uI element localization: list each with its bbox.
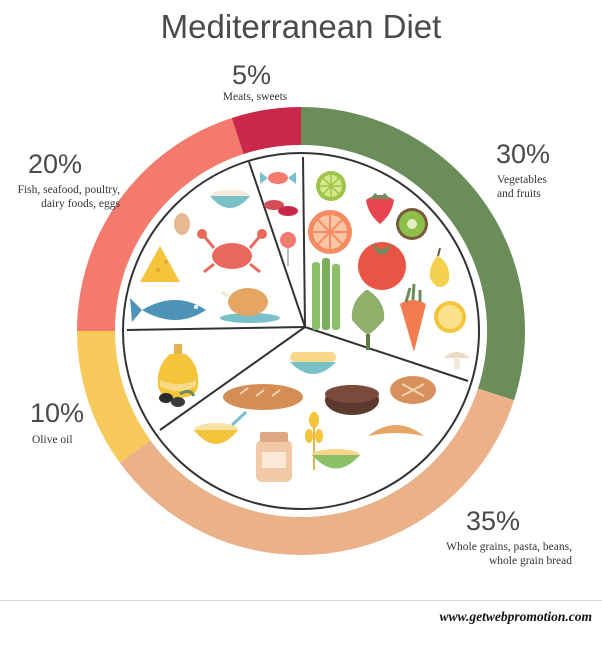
plate-divider-4 bbox=[126, 326, 306, 331]
olives-icon bbox=[159, 389, 196, 407]
caption-oil: Olive oil bbox=[32, 433, 132, 447]
footer-divider bbox=[0, 600, 602, 601]
pct-grains: 35% bbox=[466, 506, 521, 536]
pct-oil: 10% bbox=[30, 398, 85, 428]
plate-dividers bbox=[126, 156, 469, 431]
caption-oil-line-1: Olive oil bbox=[32, 434, 73, 446]
olive-oil-bottle-icon bbox=[157, 344, 199, 398]
cheese-icon bbox=[140, 246, 180, 282]
caption-grains: Whole grains, pasta, beans, whole grain … bbox=[392, 540, 572, 568]
plate-divider-1 bbox=[302, 156, 306, 328]
caption-grains-line-2: whole grain bread bbox=[488, 555, 572, 567]
fish-icon bbox=[130, 298, 206, 322]
artichoke-icon bbox=[351, 290, 385, 350]
bread-loaf-icon bbox=[223, 384, 303, 410]
segment-meat bbox=[231, 107, 301, 155]
plate-divider-5 bbox=[248, 161, 306, 328]
pct-fish: 20% bbox=[28, 149, 83, 179]
kiwi-icon bbox=[396, 208, 428, 240]
wheat-icon bbox=[305, 412, 323, 470]
mushroom-icon bbox=[444, 352, 470, 369]
lollipop-icon bbox=[280, 232, 296, 266]
lime-icon bbox=[316, 171, 346, 201]
chocolate-cake-icon bbox=[325, 385, 379, 415]
caption-fish-line-1: Fish, seafood, poultry, bbox=[17, 184, 120, 196]
tomato-icon bbox=[358, 242, 406, 290]
caption-veg-line-1: Vegetables bbox=[497, 174, 547, 186]
candy-icon bbox=[260, 172, 296, 184]
caption-veg-line-2: and fruits bbox=[497, 188, 541, 200]
lemon-icon bbox=[434, 301, 466, 333]
croissant-icon bbox=[368, 425, 424, 436]
caption-meat: Meats, sweets bbox=[200, 90, 310, 104]
carrot-icon bbox=[400, 283, 426, 352]
plate-divider-2 bbox=[304, 326, 469, 382]
yogurt-bowl-icon bbox=[210, 190, 250, 208]
pie-chart bbox=[77, 107, 526, 556]
ring-segments bbox=[77, 107, 526, 556]
caption-grains-line-1: Whole grains, pasta, beans, bbox=[446, 541, 572, 553]
porridge-bowl-icon bbox=[194, 410, 248, 444]
grapefruit-icon bbox=[308, 210, 352, 254]
website-link[interactable]: www.getwebpromotion.com bbox=[439, 609, 592, 624]
grain-bowl-icon bbox=[312, 449, 360, 469]
pct-meat: 5% bbox=[232, 60, 272, 90]
segment-veg bbox=[301, 107, 526, 401]
egg-icon bbox=[174, 213, 190, 235]
segment-oil bbox=[77, 331, 151, 463]
segment-grains bbox=[119, 388, 515, 556]
asparagus-icon bbox=[312, 258, 340, 330]
plate-divider-3 bbox=[159, 326, 306, 431]
caption-veg: Vegetables and fruits bbox=[497, 173, 597, 201]
segment-fish bbox=[77, 117, 244, 331]
chicken-icon bbox=[220, 288, 280, 323]
plate-rim bbox=[122, 152, 480, 510]
round-bread-icon bbox=[390, 376, 436, 404]
jar-icon bbox=[256, 432, 292, 482]
chart-title: Mediterranean Diet bbox=[160, 8, 442, 45]
caption-fish: Fish, seafood, poultry, dairy foods, egg… bbox=[2, 183, 120, 211]
pasta-bowl-icon bbox=[290, 352, 336, 374]
pear-icon bbox=[429, 247, 450, 287]
sausage-slices-icon bbox=[264, 200, 298, 216]
strawberry-icon bbox=[366, 193, 394, 224]
caption-fish-line-2: dairy foods, eggs bbox=[41, 198, 120, 210]
caption-meat-line-1: Meats, sweets bbox=[222, 91, 288, 103]
pct-veg: 30% bbox=[496, 139, 551, 169]
crab-icon bbox=[197, 229, 267, 274]
